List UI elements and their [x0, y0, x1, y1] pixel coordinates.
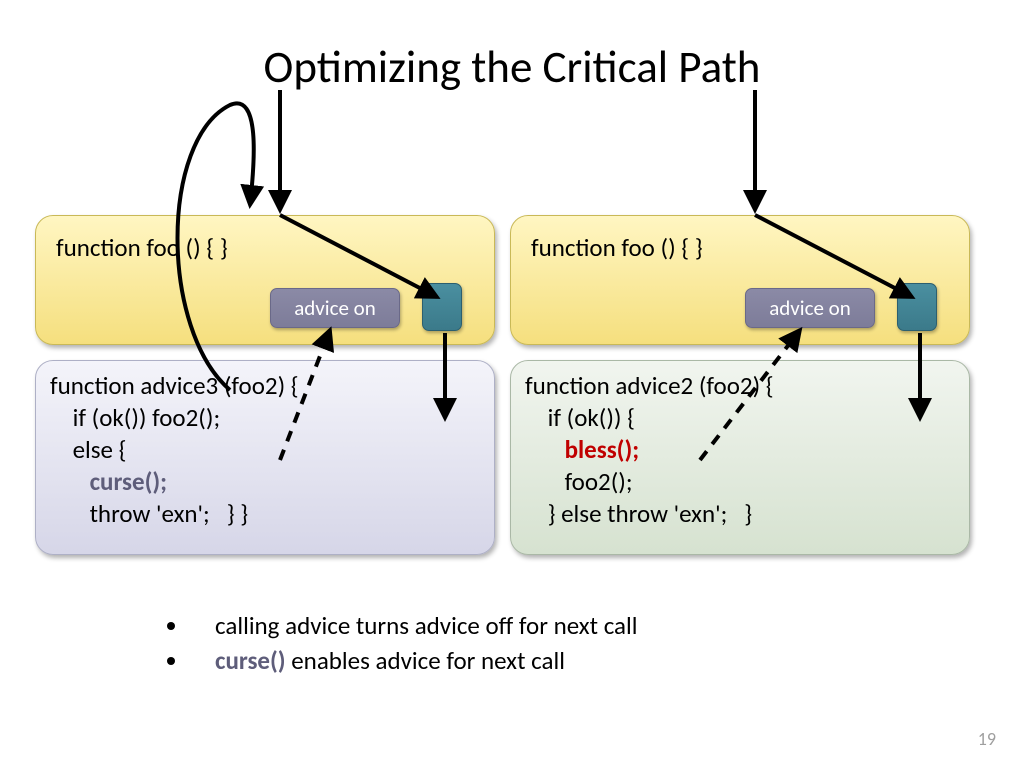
left-teal-chip: [422, 283, 462, 331]
left-advice-button: advice on: [270, 288, 400, 328]
right-foo-label: function foo () { }: [531, 232, 703, 263]
left-advice-label: advice on: [294, 295, 376, 321]
right-teal-chip: [897, 283, 937, 331]
right-code: function advice2 (foo2) { if (ok()) { bl…: [525, 370, 774, 530]
slide-title: Optimizing the Critical Path: [0, 40, 1024, 95]
right-advice-button: advice on: [745, 288, 875, 328]
bullet-list: calling advice turns advice off for next…: [160, 610, 638, 680]
page-number: 19: [978, 728, 996, 750]
bullet-item: calling advice turns advice off for next…: [190, 610, 638, 641]
right-advice-label: advice on: [769, 295, 851, 321]
bullet-item: curse() enables advice for next call: [190, 645, 638, 676]
left-code: function advice3 (foo2) { if (ok()) foo2…: [50, 370, 299, 530]
left-foo-label: function foo () { }: [56, 232, 228, 263]
